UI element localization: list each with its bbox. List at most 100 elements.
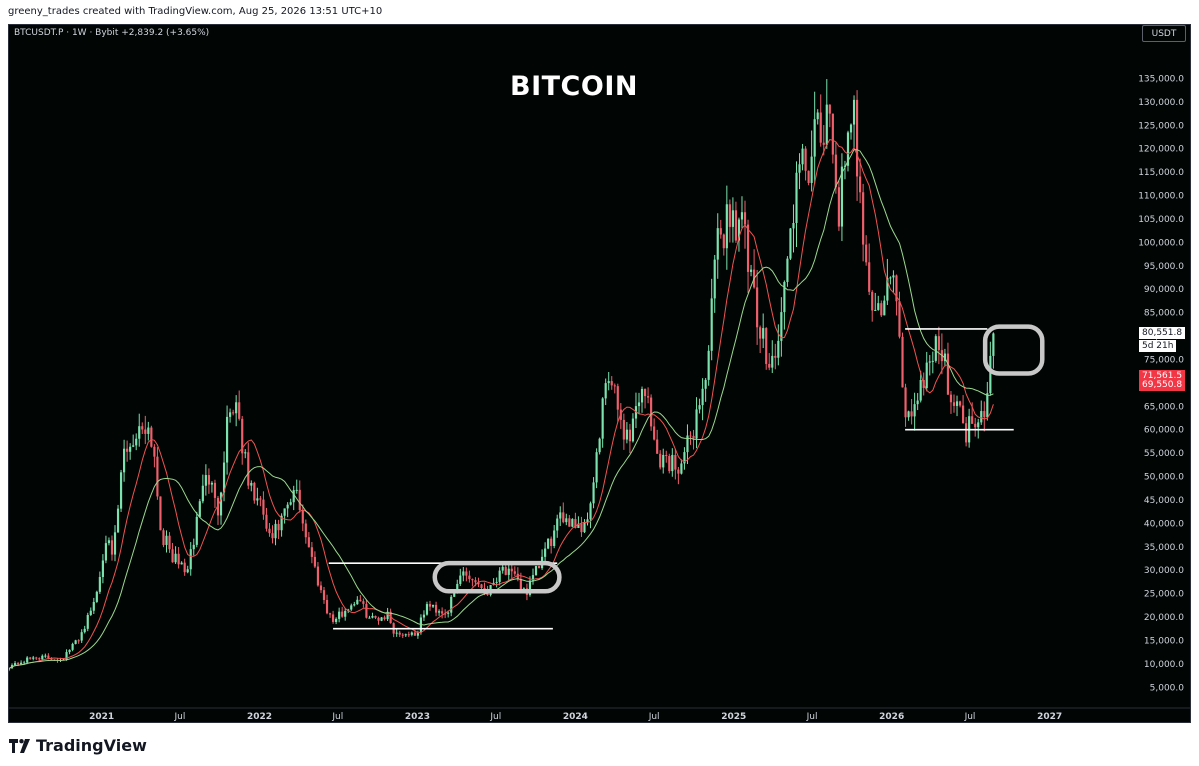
candle bbox=[786, 256, 789, 287]
candle-body bbox=[756, 287, 759, 328]
candle-body bbox=[165, 535, 168, 545]
candle-body bbox=[559, 512, 562, 519]
candle-body bbox=[895, 275, 898, 302]
candle bbox=[286, 502, 289, 518]
candle-body bbox=[253, 482, 256, 501]
candle-body bbox=[289, 502, 292, 505]
candle-body bbox=[241, 418, 244, 454]
candle-body bbox=[501, 566, 504, 571]
candle-body bbox=[274, 523, 277, 539]
price-chart[interactable]: 5,000.0 10,000.0 15,000.0 20,000.0 25,000.0 3… bbox=[9, 25, 1191, 723]
candle-body bbox=[798, 164, 801, 173]
price-tick-label: 85,000.0 bbox=[1144, 309, 1184, 319]
candle-body bbox=[774, 355, 777, 358]
candle-body bbox=[640, 388, 644, 403]
candle bbox=[244, 449, 247, 459]
candle-body bbox=[825, 104, 828, 145]
candle bbox=[150, 425, 153, 448]
candle bbox=[192, 538, 195, 556]
candle-body bbox=[595, 452, 598, 483]
candle bbox=[707, 345, 710, 386]
candle-body bbox=[637, 402, 641, 407]
candle-body bbox=[135, 438, 138, 446]
candle-body bbox=[110, 540, 114, 555]
candle-body bbox=[577, 523, 580, 528]
candle bbox=[322, 586, 326, 604]
candle-body bbox=[628, 429, 632, 442]
candle bbox=[371, 612, 374, 619]
candle-body bbox=[725, 204, 728, 249]
candle bbox=[350, 603, 353, 611]
candle-body bbox=[353, 604, 356, 606]
candle bbox=[32, 655, 35, 661]
candle-body bbox=[898, 301, 901, 337]
chart-panel[interactable]: 5,000.0 10,000.0 15,000.0 20,000.0 25,000.0 3… bbox=[8, 24, 1191, 723]
candle-body bbox=[701, 388, 704, 406]
candle bbox=[749, 264, 753, 277]
candle-body bbox=[126, 448, 129, 452]
candle bbox=[319, 581, 323, 593]
tradingview-logo[interactable]: TradingView bbox=[9, 736, 147, 755]
candle-body bbox=[95, 591, 98, 602]
candle bbox=[438, 609, 441, 616]
candle-body bbox=[447, 612, 450, 614]
candle-body bbox=[86, 614, 89, 629]
candle bbox=[640, 386, 644, 413]
candle-body bbox=[147, 427, 150, 434]
candle-body bbox=[859, 176, 862, 193]
candle bbox=[871, 290, 874, 322]
candle bbox=[610, 376, 613, 390]
candle bbox=[132, 434, 135, 448]
candle bbox=[256, 487, 259, 506]
candle bbox=[946, 342, 950, 395]
candle-body bbox=[50, 658, 53, 660]
candle-body bbox=[9, 668, 11, 670]
candle bbox=[828, 104, 831, 128]
candle bbox=[259, 496, 262, 507]
candle bbox=[544, 542, 547, 564]
symbol-legend[interactable]: BTCUSDT.P · 1W · Bybit +2,839.2 (+3.65%) bbox=[14, 28, 210, 38]
candle bbox=[41, 654, 44, 661]
candle-body bbox=[465, 571, 468, 576]
candle-body bbox=[740, 212, 744, 220]
candle bbox=[637, 392, 641, 414]
candle-body bbox=[431, 604, 435, 607]
candle-body bbox=[365, 603, 368, 618]
candle-body bbox=[153, 446, 156, 457]
candle-body bbox=[665, 454, 668, 457]
candle bbox=[356, 596, 359, 605]
candle-body bbox=[368, 617, 371, 619]
candle-body bbox=[207, 475, 210, 485]
candle-body bbox=[168, 535, 171, 550]
candle-body bbox=[213, 482, 217, 498]
candle-body bbox=[634, 406, 638, 419]
candle bbox=[780, 297, 783, 357]
candle-body bbox=[195, 516, 198, 545]
candle bbox=[207, 468, 210, 494]
candle-body bbox=[174, 553, 177, 563]
candle-body bbox=[65, 652, 68, 660]
candle bbox=[774, 343, 777, 370]
candle bbox=[550, 536, 553, 554]
candle bbox=[704, 377, 707, 402]
candle-body bbox=[765, 328, 768, 364]
candle-body bbox=[507, 568, 510, 575]
candle-body bbox=[883, 300, 886, 316]
candle bbox=[268, 522, 271, 537]
candle-body bbox=[16, 663, 20, 665]
candle-body bbox=[846, 132, 850, 166]
price-tick-label: 20,000.0 bbox=[1144, 613, 1184, 623]
candle bbox=[507, 563, 510, 582]
candle bbox=[874, 292, 877, 311]
candle-body bbox=[534, 566, 538, 576]
candle-body bbox=[29, 657, 32, 659]
candle-body bbox=[250, 482, 253, 486]
candle bbox=[771, 340, 774, 374]
candle-body bbox=[852, 99, 856, 125]
candle bbox=[983, 401, 986, 432]
attribution-text: greeny_trades created with TradingView.c… bbox=[8, 6, 383, 17]
candle bbox=[510, 564, 513, 579]
currency-selector[interactable]: USDT bbox=[1142, 25, 1186, 42]
candle-body bbox=[401, 634, 404, 636]
candle bbox=[495, 577, 498, 588]
